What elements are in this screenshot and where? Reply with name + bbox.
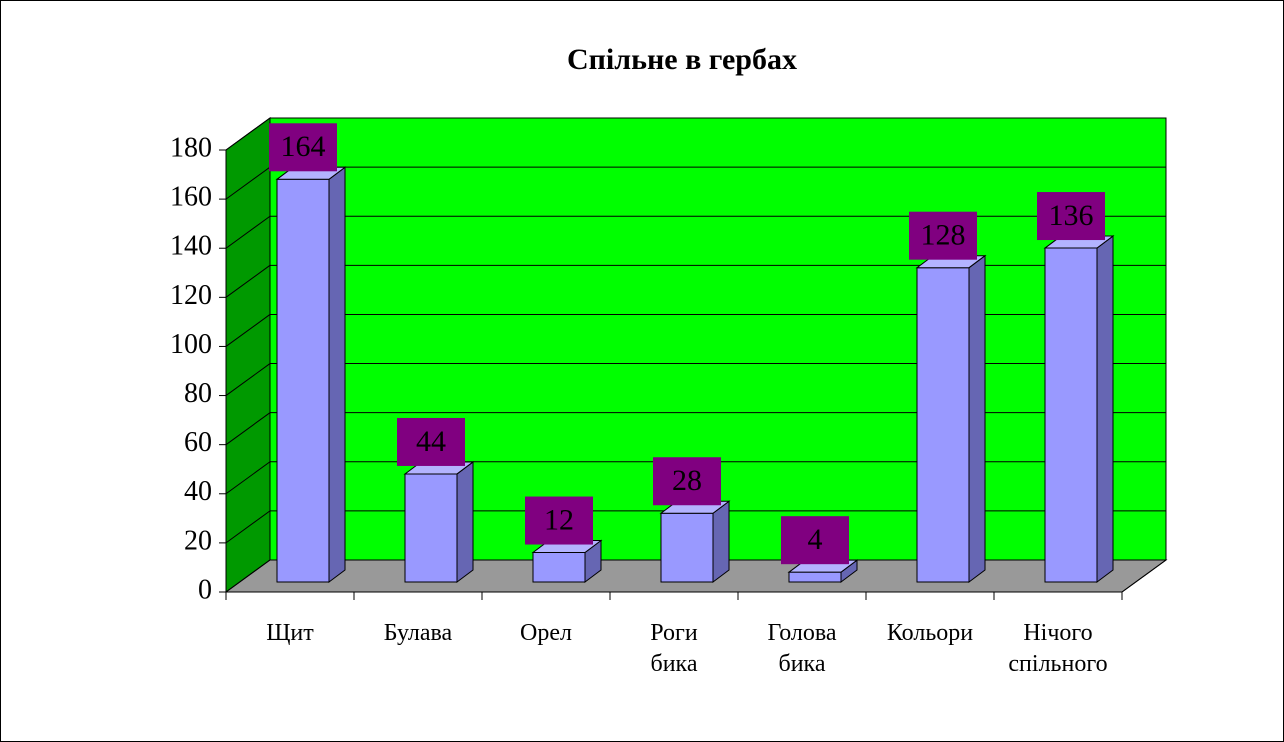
grid-line xyxy=(225,117,271,151)
grid-line xyxy=(225,559,271,593)
grid-line xyxy=(225,166,271,200)
y-tick-label: 160 xyxy=(170,182,212,213)
y-tick-label: 120 xyxy=(170,280,212,311)
y-tick-label: 80 xyxy=(184,378,212,409)
x-tick-label: Орел xyxy=(520,620,572,646)
bar xyxy=(403,460,475,583)
bar-side xyxy=(968,254,986,583)
bar-front xyxy=(916,267,970,583)
side-wall xyxy=(225,117,271,593)
bar-side xyxy=(712,500,730,583)
bar-side xyxy=(328,166,346,583)
grid-line xyxy=(225,215,271,249)
x-tick-label: Кольори xyxy=(886,620,974,646)
data-label: 4 xyxy=(808,523,823,556)
y-tick-label: 0 xyxy=(198,574,212,605)
bar-front xyxy=(276,178,330,583)
bar-side xyxy=(1096,235,1114,583)
data-label: 128 xyxy=(921,219,966,252)
grid-line xyxy=(225,363,271,396)
data-label: 28 xyxy=(672,464,702,497)
x-tick-label: Щит xyxy=(266,620,314,646)
bar-front xyxy=(404,473,458,583)
x-axis-depth xyxy=(1121,559,1167,593)
bar xyxy=(659,500,731,583)
data-label: 164 xyxy=(281,130,326,163)
x-tick-label: Роги бика xyxy=(650,620,698,677)
x-tick-label: Нічого спільного xyxy=(1008,620,1108,677)
x-tick-label: Булава xyxy=(383,620,453,646)
bar xyxy=(275,166,347,583)
x-tick-label: Голова бика xyxy=(767,620,837,677)
y-tick-label: 40 xyxy=(184,476,212,507)
data-label-box xyxy=(397,417,465,466)
grid-line xyxy=(225,461,271,495)
data-label-box xyxy=(653,457,721,506)
data-label-box xyxy=(269,123,337,172)
data-label: 44 xyxy=(416,425,446,458)
data-label: 136 xyxy=(1049,199,1094,232)
bar-side xyxy=(456,460,474,583)
y-tick-label: 100 xyxy=(170,329,212,360)
grid-line xyxy=(225,412,271,446)
data-label-box xyxy=(909,211,977,260)
grid-line xyxy=(225,510,271,544)
grid-line xyxy=(225,264,271,298)
data-label-box xyxy=(1037,192,1105,241)
data-label-box xyxy=(525,496,593,545)
y-tick-label: 180 xyxy=(170,132,212,163)
bar xyxy=(1043,235,1115,583)
bar-front xyxy=(788,571,842,583)
bar-front xyxy=(532,552,586,583)
chart-title: Спільне в гербах xyxy=(567,43,797,76)
grid-line xyxy=(225,314,271,347)
bar xyxy=(915,254,987,583)
bar-front xyxy=(660,512,714,583)
y-tick-label: 140 xyxy=(170,231,212,262)
y-tick-label: 20 xyxy=(184,525,212,556)
bar xyxy=(531,539,603,583)
data-label: 12 xyxy=(544,503,574,536)
y-tick-label: 60 xyxy=(184,427,212,458)
data-label-box xyxy=(781,516,849,565)
bar-front xyxy=(1044,247,1098,583)
